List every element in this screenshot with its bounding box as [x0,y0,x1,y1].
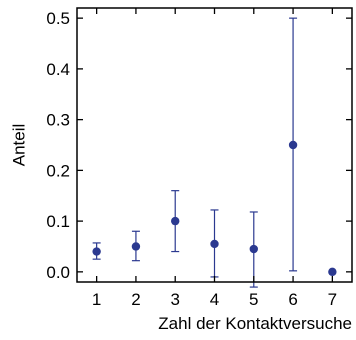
data-point [171,216,180,226]
data-point [92,247,101,256]
x-tick-label: 3 [170,290,179,309]
y-tick-label: 0.2 [46,161,70,180]
x-tick-label: 6 [288,290,297,309]
x-tick-label: 7 [328,290,337,309]
data-point [288,140,298,150]
x-axis-title: Zahl der Kontaktversuche [158,314,352,333]
x-tick-label: 2 [131,290,140,309]
x-tick-label: 1 [92,290,101,309]
data-point [210,239,219,249]
x-tick-label: 5 [249,290,258,309]
y-tick-label: 0.3 [46,111,70,130]
y-tick-label: 0.5 [46,9,70,28]
y-axis-title: Anteil [9,124,28,167]
data-point [328,267,337,277]
y-tick-label: 0.1 [46,212,70,231]
data-point [249,244,258,254]
axis-ticks: 1 2 3 4 5 6 7 0.0 0.1 0.2 0.3 0.4 0.5 [46,8,352,309]
data-point [131,242,141,251]
plot-marks [92,17,337,288]
y-tick-label: 0.0 [46,263,70,282]
y-tick-label: 0.4 [46,60,70,79]
x-tick-label: 4 [210,290,219,309]
